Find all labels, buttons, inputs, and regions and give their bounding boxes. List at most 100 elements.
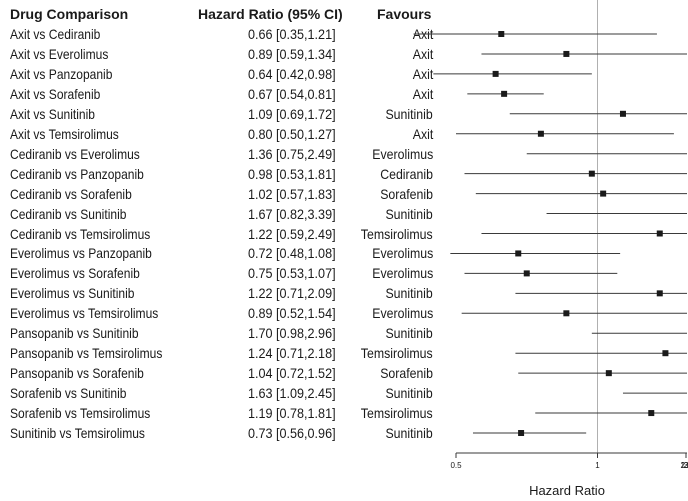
hr-point — [605, 370, 612, 377]
hr-point — [648, 410, 655, 417]
favours-label: Everolimus — [372, 265, 433, 282]
favours-label: Sunitinib — [385, 105, 433, 122]
comparison-label: Everolimus vs Panzopanib — [10, 245, 152, 262]
favours-label: Everolimus — [372, 145, 433, 162]
table-row: Everolimus vs Sorafenib 0.75 [0.53,1.07] E… — [0, 263, 450, 283]
x-tick-label: 1.5 — [680, 461, 688, 470]
hazard-ratio-value: 1.63 [1.09,2.45] — [248, 385, 336, 402]
table-row: Axit vs Temsirolimus 0.80 [0.50,1.27] Axit — [0, 124, 450, 144]
hazard-ratio-value: 0.64 [0.42,0.98] — [248, 65, 336, 82]
x-axis-title: Hazard Ratio — [529, 483, 605, 498]
hr-point — [588, 170, 595, 177]
hazard-ratio-value: 0.80 [0.50,1.27] — [248, 125, 336, 142]
hr-point — [515, 250, 522, 257]
table-row: Cediranib vs Everolimus 1.36 [0.75,2.49] E… — [0, 144, 450, 164]
comparison-label: Axit vs Cediranib — [10, 26, 101, 42]
hr-point — [537, 130, 544, 137]
table-row: Sunitinib vs Temsirolimus 0.73 [0.56,0.96… — [0, 423, 450, 443]
hazard-ratio-value: 0.66 [0.35,1.21] — [248, 26, 336, 42]
comparison-label: Pansopanib vs Temsirolimus — [10, 345, 163, 362]
hazard-ratio-value: 1.02 [0.57,1.83] — [248, 185, 336, 202]
hazard-ratio-value: 1.22 [0.59,2.49] — [248, 225, 336, 242]
hazard-ratio-value: 1.24 [0.71,2.18] — [248, 345, 336, 362]
hazard-ratio-value: 1.67 [0.82,3.39] — [248, 205, 336, 222]
hr-point — [518, 430, 525, 436]
hr-point — [501, 90, 508, 97]
comparison-label: Axit vs Sunitinib — [10, 105, 95, 122]
favours-label: Axit — [412, 45, 433, 62]
hr-point — [563, 50, 570, 57]
comparison-label: Axit vs Panzopanib — [10, 65, 113, 82]
table-row: Everolimus vs Panzopanib 0.72 [0.48,1.08]… — [0, 243, 450, 263]
comparison-label: Cediranib vs Sunitinib — [10, 205, 127, 222]
hazard-ratio-value: 1.04 [0.72,1.52] — [248, 365, 336, 382]
favours-label: Temsirolimus — [361, 225, 433, 242]
comparison-label: Cediranib vs Panzopanib — [10, 165, 144, 182]
hazard-ratio-value: 0.98 [0.53,1.81] — [248, 165, 336, 182]
x-tick-label: 0.5 — [450, 461, 462, 470]
header-drug-comparison: Drug Comparison — [10, 6, 129, 22]
header-hazard-ratio: Hazard Ratio (95% CI) — [198, 6, 343, 22]
favours-label: Sorafenib — [380, 365, 433, 382]
hr-point — [498, 31, 505, 37]
comparison-label: Axit vs Everolimus — [10, 45, 109, 62]
comparison-label: Sorafenib vs Temsirolimus — [10, 405, 151, 422]
hazard-ratio-value: 0.67 [0.54,0.81] — [248, 85, 336, 102]
table-row: Cediranib vs Temsirolimus 1.22 [0.59,2.49… — [0, 224, 450, 244]
x-tick-label: 2 — [684, 461, 688, 470]
hazard-ratio-value: 1.09 [0.69,1.72] — [248, 105, 336, 122]
table-row: Axit vs Sunitinib 1.09 [0.69,1.72] Sunitin… — [0, 104, 450, 124]
favours-label: Everolimus — [372, 245, 433, 262]
hr-point — [662, 350, 669, 357]
hr-point — [619, 110, 626, 117]
table-row: Sorafenib vs Sunitinib 1.63 [1.09,2.45] Su… — [0, 383, 450, 403]
favours-label: Sunitinib — [385, 285, 433, 302]
hr-point — [523, 270, 530, 277]
table-row: Sorafenib vs Temsirolimus 1.19 [0.78,1.81… — [0, 403, 450, 423]
header-favours: Favours — [377, 6, 432, 22]
table-row: Pansopanib vs Sorafenib 1.04 [0.72,1.52] S… — [0, 363, 450, 383]
hr-point — [492, 70, 499, 77]
x-tick-label: 2.5 — [680, 461, 688, 470]
comparison-label: Sunitinib vs Temsirolimus — [10, 425, 145, 441]
favours-label: Everolimus — [372, 305, 433, 322]
comparison-label: Everolimus vs Temsirolimus — [10, 305, 159, 322]
comparison-label: Axit vs Sorafenib — [10, 85, 101, 102]
favours-label: Sunitinib — [385, 325, 433, 342]
table-row: Pansopanib vs Sunitinib 1.70 [0.98,2.96] S… — [0, 323, 450, 343]
comparison-label: Everolimus vs Sorafenib — [10, 265, 140, 282]
comparison-label: Everolimus vs Sunitinib — [10, 285, 135, 302]
comparison-label: Pansopanib vs Sunitinib — [10, 325, 139, 342]
comparison-label: Cediranib vs Everolimus — [10, 145, 140, 162]
favours-label: Cediranib — [380, 165, 433, 182]
favours-label: Sorafenib — [380, 185, 433, 202]
favours-label: Axit — [412, 85, 433, 102]
favours-label: Axit — [412, 125, 433, 142]
table-row: Pansopanib vs Temsirolimus 1.24 [0.71,2.1… — [0, 343, 450, 363]
hr-point — [656, 230, 663, 237]
table-row: Everolimus vs Sunitinib 1.22 [0.71,2.09] S… — [0, 283, 450, 303]
favours-label: Temsirolimus — [361, 345, 433, 362]
hazard-ratio-value: 1.19 [0.78,1.81] — [248, 405, 336, 422]
table-row: Everolimus vs Temsirolimus 0.89 [0.52,1.5… — [0, 303, 450, 323]
comparison-label: Pansopanib vs Sorafenib — [10, 365, 144, 382]
x-tick-label: 1 — [595, 461, 600, 470]
favours-label: Temsirolimus — [361, 405, 433, 422]
table-row: Cediranib vs Sorafenib 1.02 [0.57,1.83] So… — [0, 184, 450, 204]
hazard-ratio-value: 0.89 [0.52,1.54] — [248, 305, 336, 322]
hazard-ratio-value: 1.70 [0.98,2.96] — [248, 325, 336, 342]
comparison-label: Sorafenib vs Sunitinib — [10, 385, 127, 402]
comparison-label: Cediranib vs Temsirolimus — [10, 225, 151, 242]
hr-point — [656, 290, 663, 297]
x-tick-label: 3 — [684, 461, 688, 470]
hazard-ratio-value: 0.72 [0.48,1.08] — [248, 245, 336, 262]
hr-point — [600, 190, 607, 197]
comparison-label: Cediranib vs Sorafenib — [10, 185, 132, 202]
hazard-ratio-value: 0.73 [0.56,0.96] — [248, 425, 336, 441]
table-row: Cediranib vs Panzopanib 0.98 [0.53,1.81] C… — [0, 164, 450, 184]
hr-point — [563, 310, 570, 317]
hazard-ratio-value: 0.89 [0.59,1.34] — [248, 45, 336, 62]
hazard-ratio-value: 0.75 [0.53,1.07] — [248, 265, 336, 282]
favours-label: Sunitinib — [385, 385, 433, 402]
